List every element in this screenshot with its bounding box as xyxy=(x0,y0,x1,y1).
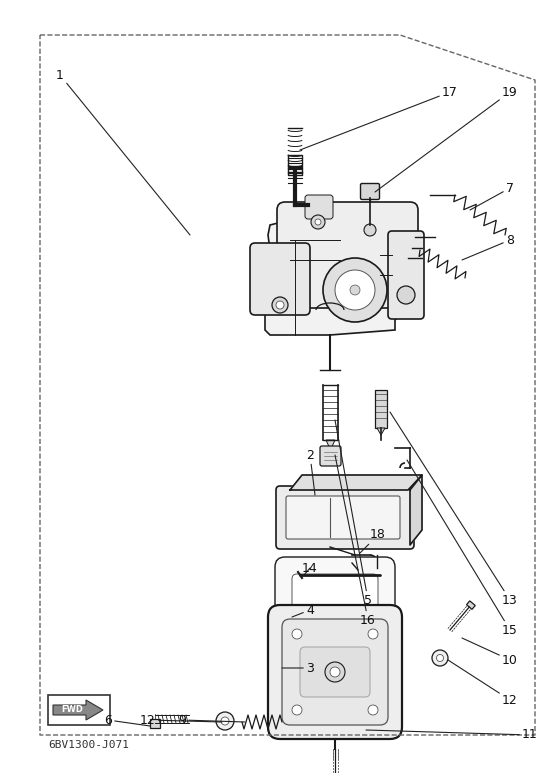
Circle shape xyxy=(272,297,288,313)
FancyBboxPatch shape xyxy=(305,195,333,219)
Text: 18: 18 xyxy=(360,529,386,553)
Circle shape xyxy=(276,301,284,309)
Text: 13: 13 xyxy=(390,412,518,607)
Text: 9: 9 xyxy=(178,713,245,727)
Text: 6: 6 xyxy=(104,713,150,727)
Polygon shape xyxy=(377,428,385,435)
Text: 3: 3 xyxy=(282,662,314,675)
Circle shape xyxy=(323,258,387,322)
Polygon shape xyxy=(290,475,422,490)
Circle shape xyxy=(330,667,340,677)
Circle shape xyxy=(315,219,321,225)
Polygon shape xyxy=(53,700,103,720)
Polygon shape xyxy=(410,475,422,545)
Circle shape xyxy=(350,285,360,295)
Circle shape xyxy=(364,224,376,236)
FancyBboxPatch shape xyxy=(300,647,370,697)
Circle shape xyxy=(292,705,302,715)
FancyBboxPatch shape xyxy=(361,183,380,199)
FancyBboxPatch shape xyxy=(292,574,378,660)
FancyBboxPatch shape xyxy=(286,496,400,539)
Circle shape xyxy=(368,705,378,715)
Circle shape xyxy=(397,286,415,304)
Circle shape xyxy=(432,650,448,666)
Text: 7: 7 xyxy=(470,182,514,210)
Text: 10: 10 xyxy=(462,638,518,666)
Circle shape xyxy=(292,629,302,639)
Text: 5: 5 xyxy=(335,420,372,607)
Circle shape xyxy=(221,717,229,725)
Bar xyxy=(150,719,160,728)
Bar xyxy=(375,390,387,428)
Text: 12: 12 xyxy=(448,660,518,707)
Text: 16: 16 xyxy=(335,455,376,626)
FancyBboxPatch shape xyxy=(282,619,388,725)
Text: 1: 1 xyxy=(56,69,190,235)
FancyBboxPatch shape xyxy=(275,557,395,677)
Text: 14: 14 xyxy=(302,561,318,575)
FancyBboxPatch shape xyxy=(320,446,341,466)
Circle shape xyxy=(335,270,375,310)
Text: FWD: FWD xyxy=(61,706,83,714)
Text: 19: 19 xyxy=(375,86,518,192)
Circle shape xyxy=(368,629,378,639)
FancyBboxPatch shape xyxy=(268,605,402,739)
FancyBboxPatch shape xyxy=(388,231,424,319)
Circle shape xyxy=(216,712,234,730)
Text: 15: 15 xyxy=(407,460,518,636)
Text: 6BV1300-J071: 6BV1300-J071 xyxy=(48,740,129,750)
Text: 8: 8 xyxy=(462,233,514,260)
Text: 2: 2 xyxy=(306,448,315,495)
Circle shape xyxy=(325,662,345,682)
FancyBboxPatch shape xyxy=(250,243,310,315)
FancyBboxPatch shape xyxy=(277,202,418,308)
Polygon shape xyxy=(265,210,415,335)
Text: 11: 11 xyxy=(366,728,538,741)
Text: 4: 4 xyxy=(292,604,314,617)
Polygon shape xyxy=(326,440,335,450)
Text: 17: 17 xyxy=(300,86,458,150)
Circle shape xyxy=(436,655,444,662)
FancyBboxPatch shape xyxy=(276,486,414,549)
Circle shape xyxy=(311,215,325,229)
Polygon shape xyxy=(466,601,475,609)
FancyBboxPatch shape xyxy=(48,695,110,725)
Text: 12: 12 xyxy=(140,713,222,727)
